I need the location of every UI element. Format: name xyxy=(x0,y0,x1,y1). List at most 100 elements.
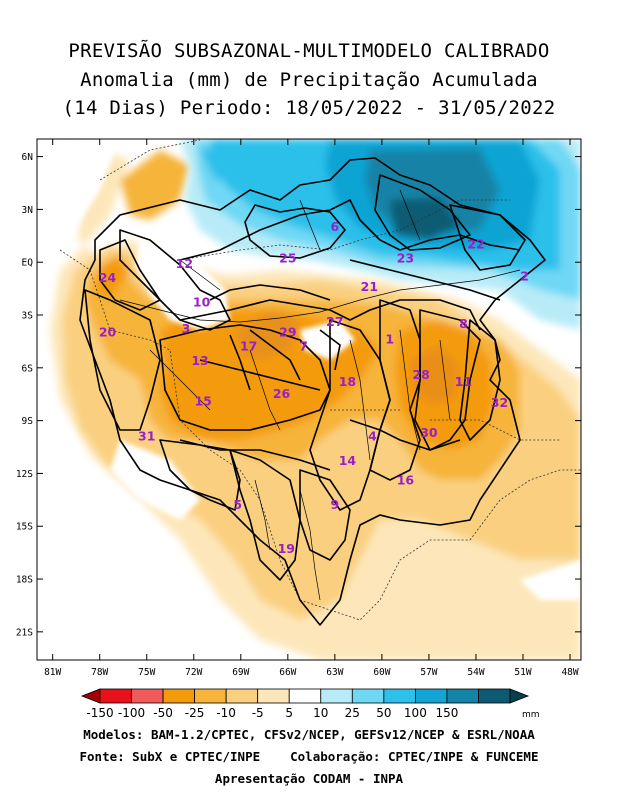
legend-swatch xyxy=(131,688,164,704)
lon-label: 63W xyxy=(326,667,343,678)
river-branch-9 xyxy=(299,199,321,251)
river-network xyxy=(119,189,521,601)
guapore-basin xyxy=(299,469,351,561)
legend-swatch-low xyxy=(80,688,101,704)
footer-collaboration: Colaboração: CPTEC/INPE & FUNCEME xyxy=(290,749,539,764)
inner-divide-7 xyxy=(179,439,331,471)
legend-swatch xyxy=(414,688,448,704)
lon-label: 81W xyxy=(44,667,61,678)
region-label-9: 9 xyxy=(331,497,340,512)
region-label-20: 20 xyxy=(99,325,117,340)
river-branch-7 xyxy=(299,489,321,601)
basin-contours xyxy=(79,157,546,626)
inner-divide-4 xyxy=(319,329,341,371)
footer-source-text: Fonte: SubX e CPTEC/INPE xyxy=(79,749,261,764)
title-line-3: (14 Dias) Periodo: 18/05/2022 - 31/05/20… xyxy=(62,97,556,119)
footer-source: Fonte: SubX e CPTEC/INPE Colaboração: CPT… xyxy=(0,749,618,764)
lat-label: 18S xyxy=(16,575,33,586)
lon-label: 54W xyxy=(467,667,484,678)
region-label-4: 4 xyxy=(368,428,377,443)
lon-label: 66W xyxy=(279,667,296,678)
region-label-28: 28 xyxy=(412,367,429,382)
region-label-18: 18 xyxy=(339,374,356,389)
region-label-17: 17 xyxy=(240,339,257,354)
lon-label: 72W xyxy=(185,667,202,678)
lon-label: 69W xyxy=(232,667,249,678)
legend-label: 100 xyxy=(404,706,427,720)
purus-jurua xyxy=(159,324,331,431)
river-branch-4 xyxy=(349,339,371,461)
amazon-basin-outline xyxy=(79,157,546,626)
footer-presentation: Apresentação CODAM - INPA xyxy=(214,771,404,786)
lat-label: 15S xyxy=(16,522,33,533)
lat-label: 3N xyxy=(22,205,34,216)
anomaly-field xyxy=(37,139,581,660)
region-label-16: 16 xyxy=(397,472,415,487)
neutral-areas xyxy=(37,139,581,660)
inner-divide-6 xyxy=(199,359,321,391)
ucayali-basin xyxy=(84,289,161,431)
region-label-2: 2 xyxy=(520,268,529,283)
region-label-29: 29 xyxy=(279,325,296,340)
region-label-25: 25 xyxy=(279,251,296,266)
xingu-basin xyxy=(414,309,481,451)
region-label-6: 6 xyxy=(331,219,340,234)
legend-label: 5 xyxy=(285,706,293,720)
lat-label: 3S xyxy=(22,311,34,322)
region-label-1: 1 xyxy=(385,332,394,347)
legend-label: 150 xyxy=(435,706,458,720)
region-label-24: 24 xyxy=(99,270,117,285)
region-label-15: 15 xyxy=(194,393,211,408)
guiana-basin xyxy=(374,174,471,251)
legend-swatch xyxy=(225,688,259,704)
legend-swatch xyxy=(478,688,511,704)
lat-label: 12S xyxy=(16,469,33,480)
region-label-32: 32 xyxy=(491,395,508,410)
lat-label: 21S xyxy=(16,627,33,638)
legend-swatch xyxy=(257,688,290,704)
region-label-7: 7 xyxy=(299,339,308,354)
anomaly-map: 6N 3N EQ 3S 6S 9S 12S 15S 18S 21S 81W 78W 75W 72W 69W… xyxy=(16,138,582,720)
legend-label: -25 xyxy=(185,706,205,720)
legend-label: -5 xyxy=(252,706,264,720)
lon-label: 78W xyxy=(91,667,108,678)
legend-swatch xyxy=(288,688,322,704)
region-label-27: 27 xyxy=(326,314,343,329)
lower-amazon xyxy=(349,259,501,301)
legend-swatch xyxy=(383,688,416,704)
mamore-basin xyxy=(229,449,301,581)
region-label-12: 12 xyxy=(176,256,193,271)
lon-label: 60W xyxy=(373,667,390,678)
beni-basin xyxy=(159,439,241,511)
title-line-2: Anomalia (mm) de Precipitação Acumulada xyxy=(80,69,538,91)
region-label-26: 26 xyxy=(273,386,291,401)
region-label-13: 13 xyxy=(191,353,208,368)
inner-divide-1 xyxy=(209,284,331,301)
latitude-axis: 6N 3N EQ 3S 6S 9S 12S 15S 18S 21S xyxy=(16,152,581,638)
legend-label: 25 xyxy=(345,706,360,720)
central-solimoes xyxy=(179,299,481,331)
legend-label: -10 xyxy=(216,706,236,720)
map-frame xyxy=(36,138,582,661)
legend-label: 50 xyxy=(376,706,391,720)
lat-label: 9S xyxy=(22,416,34,427)
legend-swatch xyxy=(162,688,196,704)
river-branch-6 xyxy=(439,339,451,421)
longitude-axis: 81W 78W 75W 72W 69W 66W 63W 60W 57W 54W 51W 48W xyxy=(44,139,579,678)
region-label-8: 8 xyxy=(459,316,468,331)
region-label-21: 21 xyxy=(361,279,378,294)
lat-label: 6N xyxy=(22,152,34,163)
region-label-5: 5 xyxy=(233,497,242,512)
lon-label: 57W xyxy=(420,667,437,678)
inner-divide-3 xyxy=(229,334,251,391)
legend-label: -50 xyxy=(153,706,173,720)
inner-divide-5 xyxy=(349,419,461,451)
tocantins-west xyxy=(459,319,501,441)
river-branch-1 xyxy=(179,259,221,291)
legend-label: 10 xyxy=(313,706,328,720)
river-branch-5 xyxy=(399,329,421,451)
title-line-1: PREVISÃO SUBSAZONAL-MULTIMODELO CALIBRAD… xyxy=(68,40,550,62)
legend-swatch-high xyxy=(509,688,530,704)
legend-label: -100 xyxy=(118,706,145,720)
